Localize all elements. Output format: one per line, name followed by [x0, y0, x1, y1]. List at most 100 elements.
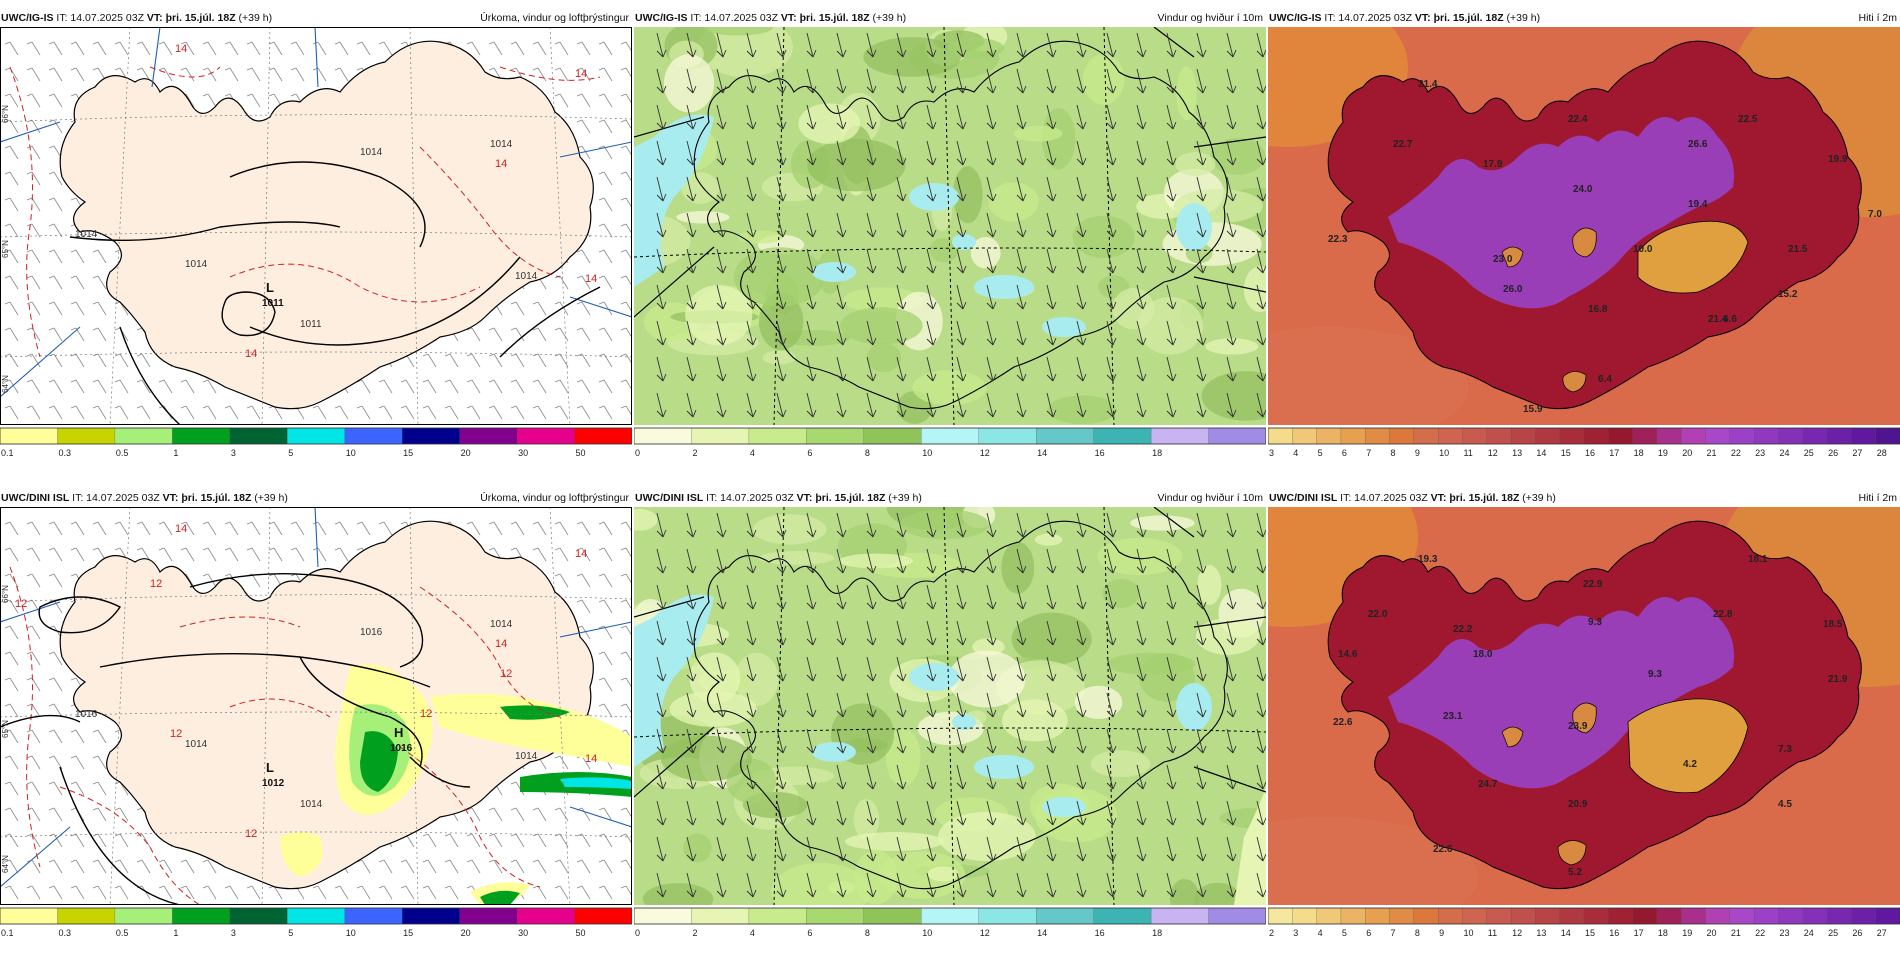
wind-barb [53, 301, 63, 316]
wind-barb [114, 807, 121, 811]
wind-barb [598, 145, 605, 149]
wind-barb [510, 781, 517, 785]
colorbar-swatch [1268, 427, 1293, 445]
wind-arrow [1166, 248, 1177, 274]
precip-map[interactable]: 1016 1016 1014 1014 1014 1014 14 14 14 12 14 12 12 1… [0, 507, 632, 905]
wind-barb [554, 573, 561, 577]
temperature-value: 4.5 [1778, 799, 1792, 810]
wind-barb [48, 833, 55, 837]
wind-barb [339, 885, 349, 900]
wind-barb [202, 885, 209, 889]
wind-arrow [986, 620, 997, 646]
wind-speed-area [1137, 297, 1203, 355]
wind-arrow [1046, 872, 1057, 898]
wind-arrow [1016, 392, 1027, 418]
temp-map[interactable]: 19.3 18.1 22.9 22.0 22.8 22.2 9.3 18.5 14.6 18.0 9… [1268, 507, 1900, 905]
wind-barb [114, 67, 121, 71]
wind-arrow [1106, 764, 1117, 790]
wind-arrow [926, 284, 937, 310]
wind-barb [4, 651, 11, 655]
wind-barb [598, 275, 605, 279]
wind-barb [537, 885, 547, 900]
temperature-value: 22.6 [1333, 717, 1353, 728]
gust-area [952, 714, 976, 730]
wind-barb [554, 67, 561, 71]
wind-barb [97, 833, 107, 848]
wind-arrow [1106, 548, 1117, 574]
temp-panel-top: UWC/IG-IS IT: 14.07.2025 03Z VT: þri. 15… [1268, 10, 1900, 480]
wind-arrow [746, 176, 757, 202]
wind-barb [9, 353, 19, 368]
wind-barb [603, 599, 613, 614]
colorbar-tick-label: 10 [346, 928, 356, 938]
wind-barb [598, 599, 605, 603]
wind-barb [70, 197, 77, 201]
wind-arrow [686, 320, 697, 346]
wind-arrow [866, 584, 877, 610]
wind-arrow [866, 620, 877, 646]
wind-barb [422, 833, 429, 837]
wind-arrow [986, 356, 997, 382]
wind-barb [26, 249, 33, 253]
wind-arrow [1106, 872, 1117, 898]
wind-arrow [1226, 584, 1237, 610]
wind-map[interactable] [634, 507, 1266, 905]
precip-map[interactable]: 1014 1014 1014 1011 1014 1014 14 14 14 14 14 L 101… [0, 27, 632, 425]
wind-arrow [956, 728, 967, 754]
wind-arrow [1196, 656, 1207, 682]
wind-barb [251, 67, 261, 82]
wind-barb [53, 703, 63, 718]
wind-barb [559, 573, 569, 588]
wind-arrow [1136, 140, 1147, 166]
wind-arrow [926, 764, 937, 790]
wind-arrow [1256, 656, 1266, 682]
wind-barb [48, 703, 55, 707]
colorbar-tick-label: 24 [1804, 928, 1814, 938]
wind-barb [625, 197, 632, 209]
temperature-value: 24.7 [1478, 779, 1498, 790]
wind-arrow [926, 548, 937, 574]
wind-barb [4, 223, 11, 227]
temp-map[interactable]: 21.4 22.4 22.5 22.7 17.9 26.6 19.9 24.0 19.4 7.0 2… [1268, 27, 1900, 425]
wind-barb [4, 781, 11, 785]
wind-arrow [866, 764, 877, 790]
wind-barb [625, 885, 632, 897]
wind-arrow [896, 512, 907, 538]
colorbar-tick-label: 22 [1755, 928, 1765, 938]
wind-barb [466, 807, 473, 811]
wind-map[interactable] [634, 27, 1266, 425]
wind-barb [537, 41, 547, 56]
colorbar-swatch [1681, 427, 1707, 445]
colorbar-tick-label: 0.5 [116, 448, 129, 458]
wind-barb [53, 859, 63, 874]
wind-barb [9, 755, 19, 770]
wind-barb [361, 521, 371, 536]
wind-barb [119, 807, 129, 822]
wind-barb [163, 859, 173, 874]
colorbar-swatch [1705, 427, 1731, 445]
wind-arrow [776, 656, 787, 682]
wind-arrow [656, 692, 667, 718]
isobar-label: 1014 [515, 271, 538, 282]
wind-barb [400, 379, 407, 383]
wind-barb [4, 301, 11, 305]
wind-panel-bottom: UWC/DINI ISL IT: 14.07.2025 03Z VT: þri.… [634, 490, 1266, 960]
wind-barb [317, 521, 327, 536]
wind-barb [180, 885, 187, 889]
wind-arrow [1016, 872, 1027, 898]
gust-area [812, 262, 856, 282]
wind-arrow [776, 32, 787, 58]
wind-barb [48, 651, 55, 655]
wind-barb [70, 859, 77, 863]
gust-area [974, 755, 1034, 779]
wind-arrow [986, 212, 997, 238]
wind-arrow [1046, 620, 1057, 646]
wind-barb [246, 547, 253, 551]
wind-arrow [656, 212, 667, 238]
wind-colorbar: 0 2 4 6 8 10 12 14 16 18 [634, 906, 1266, 942]
wind-speed-area [1197, 565, 1222, 606]
wind-arrow [1076, 212, 1087, 238]
colorbar-tick-label: 5 [288, 928, 293, 938]
wind-barb [620, 93, 627, 97]
wind-barb [532, 41, 539, 45]
